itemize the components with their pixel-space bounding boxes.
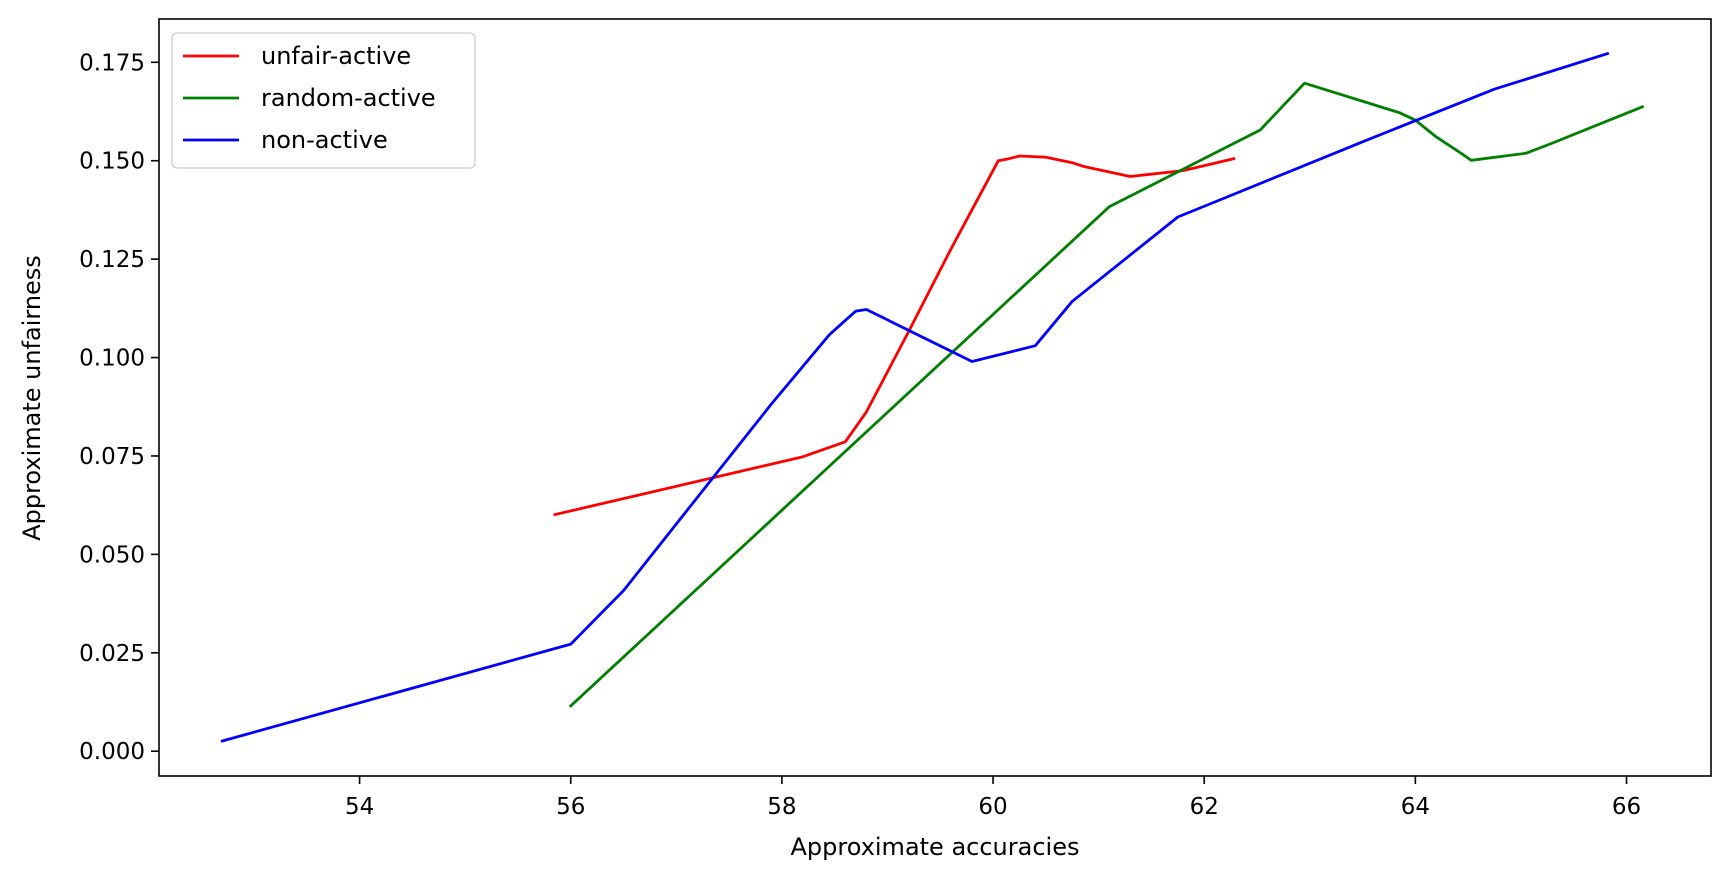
legend: unfair-active random-active non-active [171,32,476,169]
x-tick-label: 56 [556,794,585,820]
y-tick-label: 0.000 [79,739,145,765]
legend-label: unfair-active [261,42,411,70]
x-tick-label: 58 [767,794,796,820]
x-tick-label: 66 [1612,794,1641,820]
legend-label: non-active [261,126,388,154]
y-tick-label: 0.175 [79,50,145,76]
x-tick-label: 62 [1190,794,1219,820]
y-tick-label: 0.150 [79,149,145,175]
y-tick-label: 0.025 [79,641,145,667]
x-tick-label: 60 [978,794,1007,820]
x-axis: 54 56 58 60 62 64 66 [345,776,1641,820]
series-line-random-active [568,81,1645,708]
y-tick-label: 0.125 [79,247,145,273]
x-axis-label: Approximate accuracies [791,833,1080,861]
y-tick-label: 0.075 [79,444,145,470]
y-tick-label: 0.100 [79,346,145,372]
y-tick-label: 0.050 [79,542,145,568]
x-tick-label: 64 [1401,794,1430,820]
series-layer [220,51,1645,743]
y-axis: 0.000 0.025 0.050 0.075 0.100 0.125 0.150 0.175 [79,50,159,765]
series-line-unfair-active [553,154,1236,517]
y-axis-label: Approximate unfairness [18,255,46,541]
plot-frame [158,18,1712,777]
x-tick-label: 54 [345,794,374,820]
legend-box [171,32,476,169]
series-line-non-active [220,51,1610,743]
legend-label: random-active [261,84,436,112]
